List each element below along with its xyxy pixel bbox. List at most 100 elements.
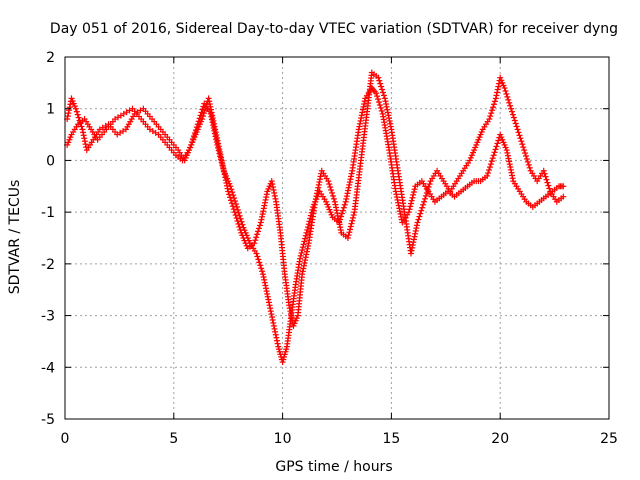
data-point	[79, 117, 86, 124]
data-point	[283, 346, 290, 353]
data-point	[268, 311, 275, 318]
data-point	[426, 181, 433, 188]
data-point	[271, 189, 278, 196]
data-point	[271, 192, 278, 199]
data-point	[298, 274, 305, 281]
data-point	[558, 183, 565, 190]
data-point	[234, 206, 241, 213]
data-point	[162, 139, 169, 146]
data-point	[484, 118, 491, 125]
data-point	[67, 134, 74, 141]
data-point	[494, 140, 501, 147]
data-point	[504, 93, 511, 100]
data-point	[513, 123, 520, 130]
data-point	[65, 110, 72, 117]
data-point	[373, 72, 380, 79]
data-point	[257, 262, 264, 269]
data-point	[487, 113, 494, 120]
data-point	[271, 325, 278, 332]
data-point	[534, 200, 541, 207]
data-point	[269, 184, 276, 191]
data-point	[155, 123, 162, 130]
data-point	[81, 138, 88, 145]
data-point	[410, 191, 417, 198]
data-point	[421, 195, 428, 202]
data-point	[117, 112, 124, 119]
data-point	[269, 181, 276, 188]
data-point	[465, 160, 472, 167]
data-point	[255, 256, 262, 263]
data-point	[545, 182, 552, 189]
data-point	[66, 104, 73, 111]
data-point	[375, 99, 382, 106]
data-point	[73, 123, 80, 130]
data-point	[281, 268, 288, 275]
data-point	[226, 191, 233, 198]
data-point	[329, 189, 336, 196]
data-point	[323, 175, 330, 182]
data-point	[521, 147, 528, 154]
data-point	[230, 206, 237, 213]
data-point	[258, 265, 265, 272]
data-point	[522, 150, 529, 157]
data-point	[337, 227, 344, 234]
data-point	[380, 89, 387, 96]
data-point	[415, 216, 422, 223]
data-point	[468, 179, 475, 186]
data-point	[238, 218, 245, 225]
data-point	[487, 161, 494, 168]
data-point	[328, 186, 335, 193]
data-point	[419, 204, 426, 211]
data-point	[436, 195, 443, 202]
y-axis-label: SDTVAR / TECUs	[7, 180, 23, 295]
data-point	[274, 340, 281, 347]
data-point	[146, 113, 153, 120]
x-tick-label: 5	[169, 431, 178, 447]
data-point	[287, 308, 294, 315]
data-point	[341, 201, 348, 208]
data-point	[265, 299, 272, 306]
data-point	[253, 234, 260, 241]
data-point	[302, 235, 309, 242]
data-point	[270, 186, 277, 193]
data-point	[327, 184, 334, 191]
data-point	[357, 160, 364, 167]
data-point	[509, 111, 516, 118]
data-point	[378, 107, 385, 114]
data-point	[297, 252, 304, 259]
data-point	[259, 268, 266, 275]
data-point	[345, 232, 352, 239]
data-point	[523, 155, 530, 162]
data-point	[231, 209, 238, 216]
data-point	[267, 308, 274, 315]
data-point	[422, 192, 429, 199]
chart-title: Day 051 of 2016, Sidereal Day-to-day VTE…	[50, 21, 618, 37]
data-point	[543, 176, 550, 183]
x-tick-label: 0	[61, 431, 70, 447]
data-point	[495, 137, 502, 144]
data-point	[224, 185, 231, 192]
data-point	[521, 196, 528, 203]
data-point	[198, 118, 204, 125]
data-point	[233, 215, 240, 222]
data-point	[408, 197, 415, 204]
data-point	[425, 184, 432, 191]
data-point	[423, 189, 430, 196]
data-point	[328, 211, 335, 218]
data-point	[277, 227, 284, 234]
data-point	[364, 108, 371, 115]
data-point	[489, 155, 496, 162]
data-point	[330, 195, 337, 202]
data-point	[200, 110, 207, 117]
data-point	[249, 241, 256, 248]
data-point	[218, 154, 225, 161]
data-point	[71, 103, 78, 110]
data-point	[378, 83, 385, 90]
data-point	[73, 108, 80, 115]
data-point	[236, 223, 243, 230]
y-tick-label: -2	[41, 257, 55, 273]
data-point	[305, 242, 312, 249]
data-point	[517, 135, 524, 142]
data-point	[371, 88, 378, 95]
data-point	[236, 212, 243, 219]
